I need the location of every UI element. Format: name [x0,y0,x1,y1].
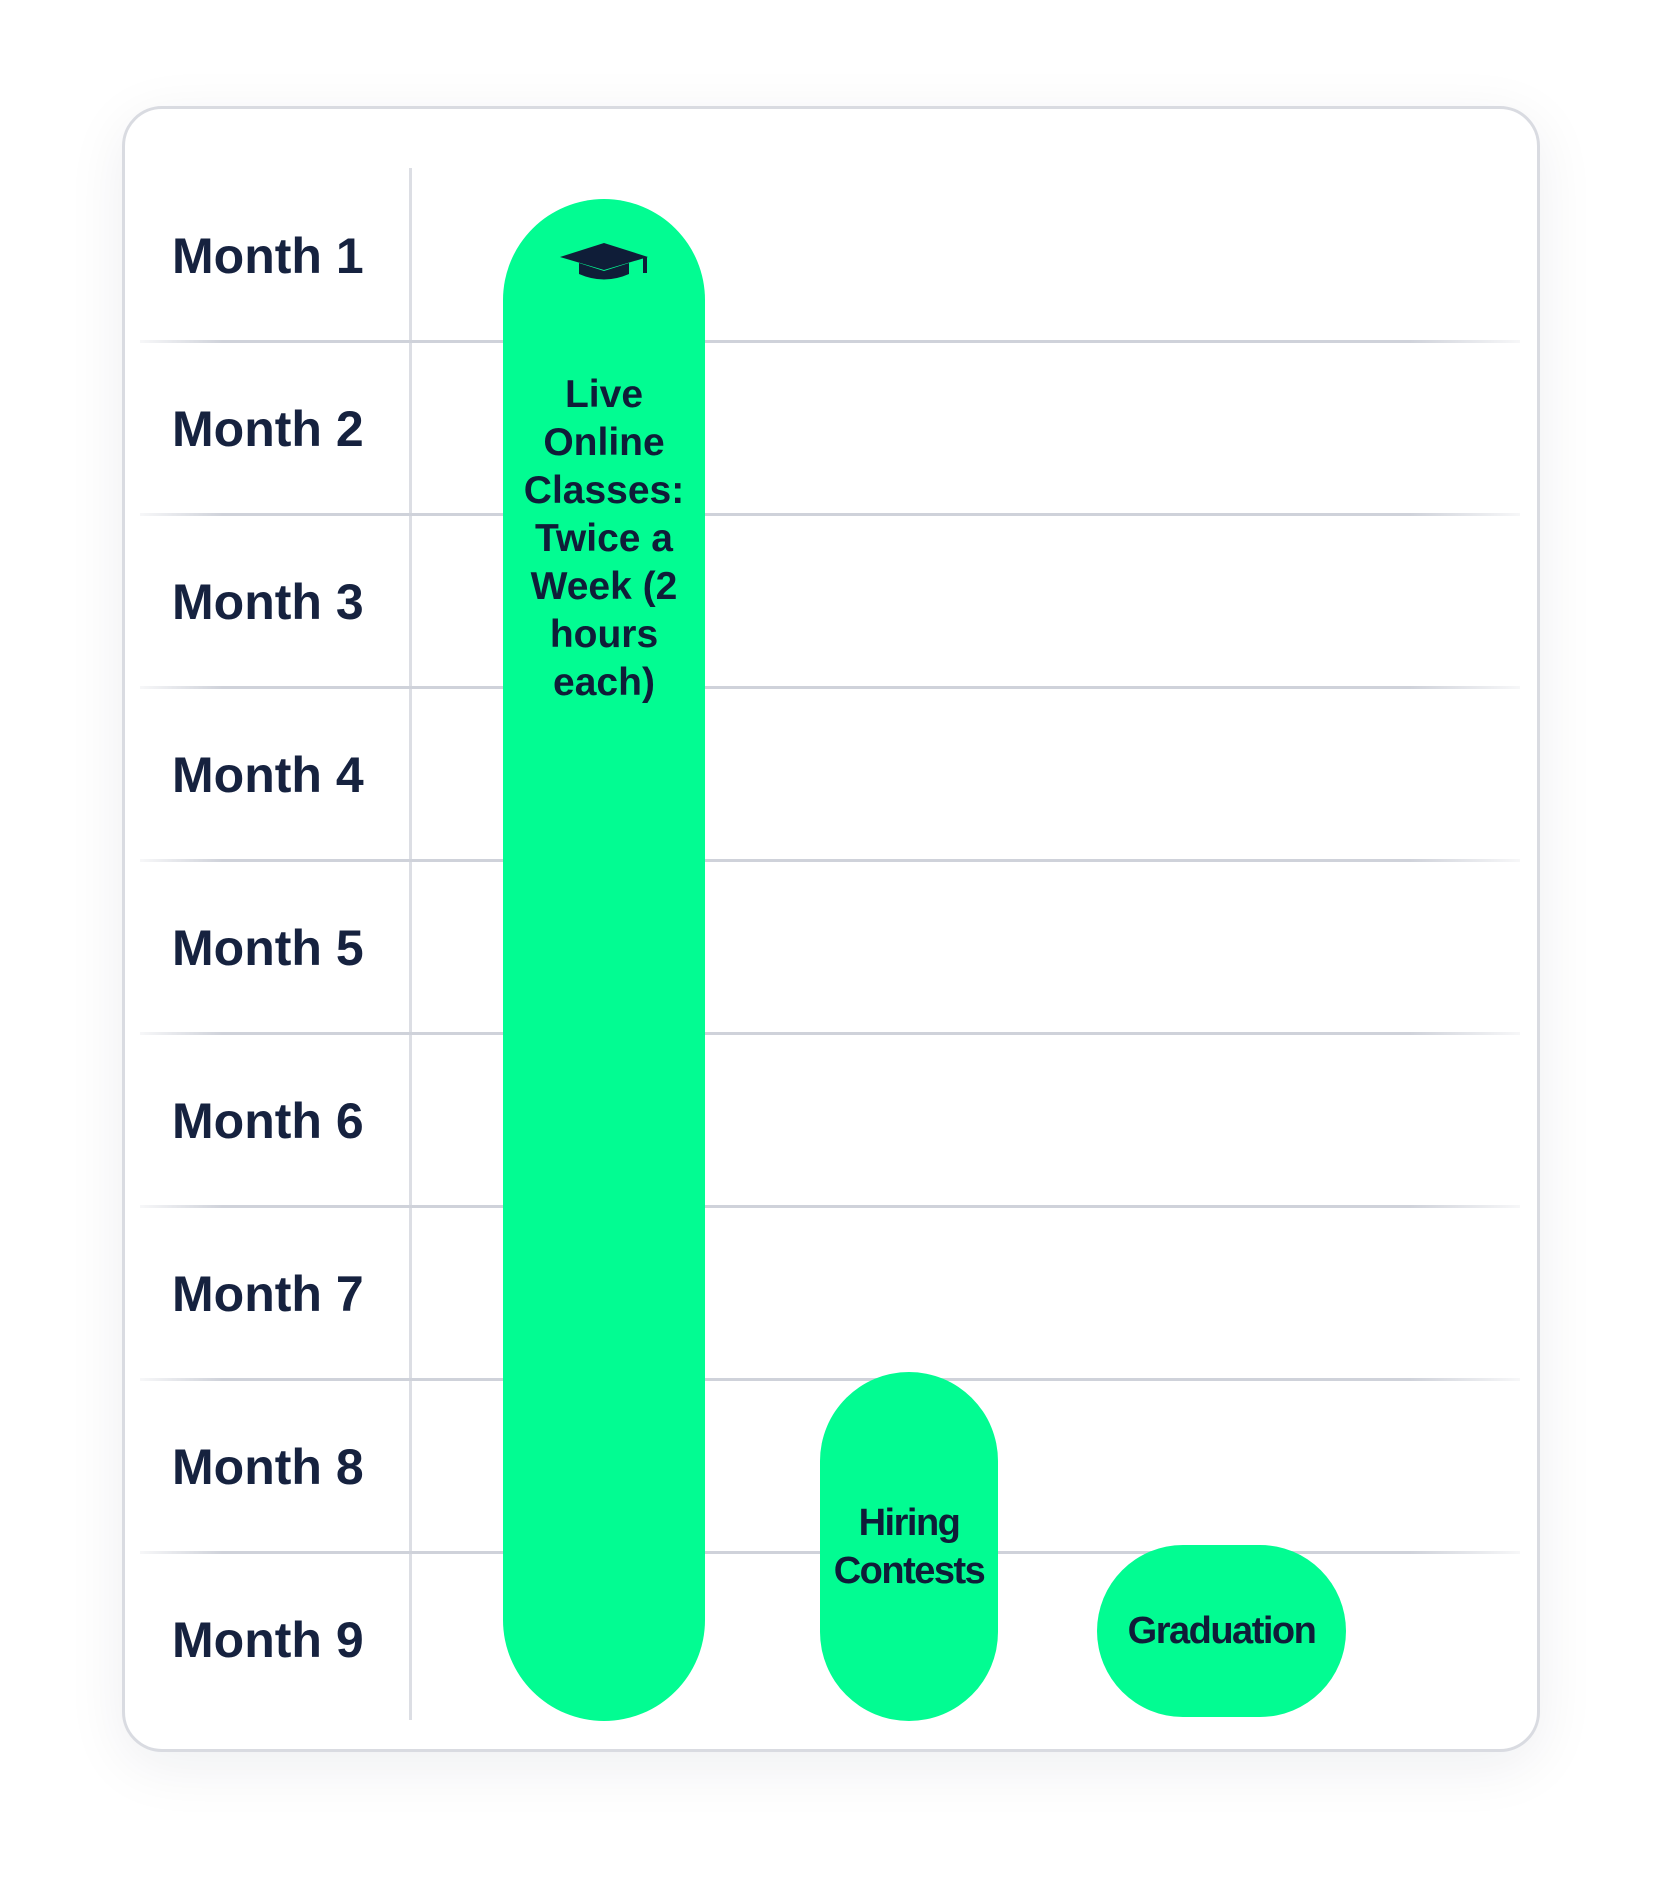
live-classes-pill: Live Online Classes: Twice a Week (2 hou… [503,199,705,1721]
month-label-1: Month 1 [172,228,364,284]
month-label-8: Month 8 [172,1439,364,1495]
live-classes-label: Live Online Classes: Twice a Week (2 hou… [523,373,685,704]
row-divider [140,1378,1520,1381]
row-divider [140,513,1520,516]
month-label-6: Month 6 [172,1093,364,1149]
month-label-2: Month 2 [172,401,364,457]
hiring-contests-label: Hiring Contests [833,1501,986,1592]
month-label-4: Month 4 [172,747,364,803]
row-divider [140,1032,1520,1035]
month-label-3: Month 3 [172,574,364,630]
timeline-vertical-divider [409,168,412,1720]
month-label-7: Month 7 [172,1266,364,1322]
row-divider [140,859,1520,862]
row-divider [140,1205,1520,1208]
row-divider [140,340,1520,343]
graduation-label: Graduation [1127,1610,1317,1652]
row-divider [140,686,1520,689]
month-label-9: Month 9 [172,1612,364,1668]
graduation-cap-icon [560,243,648,280]
month-label-5: Month 5 [172,920,364,976]
graduation-pill: Graduation [1097,1545,1346,1717]
hiring-contests-pill: Hiring Contests [820,1372,998,1721]
